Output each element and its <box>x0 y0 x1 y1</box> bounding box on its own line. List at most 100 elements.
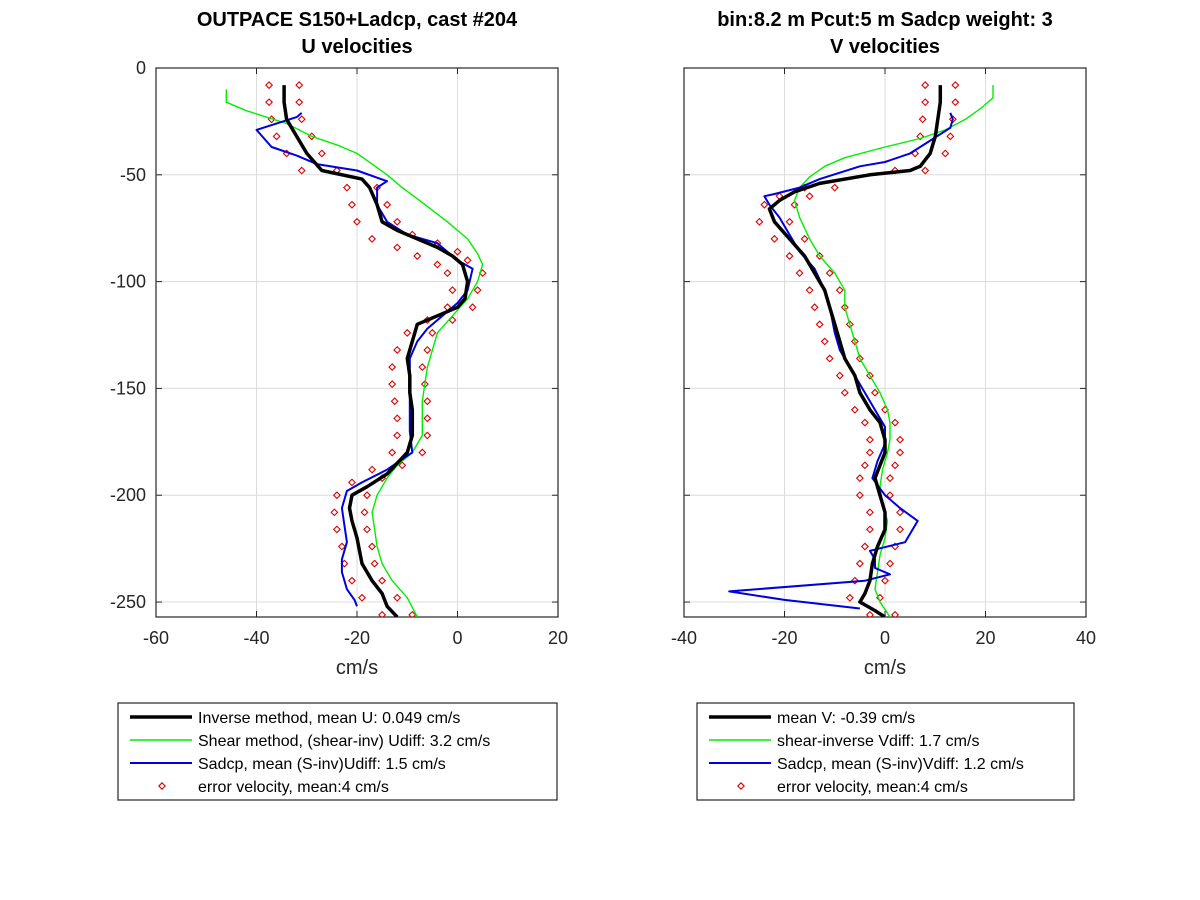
u-error-marker-low <box>342 183 351 192</box>
v-legend-box <box>696 702 1075 801</box>
v-error-marker-low <box>916 132 925 141</box>
u-error-marker-high <box>453 247 462 256</box>
v-error-marker-low <box>840 388 849 397</box>
u-ytick-label: -150 <box>110 378 146 398</box>
u-legend-sadcp-label: Sadcp, mean (S-inv)Udiff: 1.5 cm/s <box>198 756 446 773</box>
v-error-marker-low <box>855 474 864 483</box>
v-error-marker-low <box>795 269 804 278</box>
u-inverse-line <box>282 85 470 617</box>
v-xlabel: cm/s <box>864 657 906 679</box>
v-error-marker-high <box>886 559 895 568</box>
v-error-marker-high <box>865 371 874 380</box>
v-error-marker-low <box>860 542 869 551</box>
v-error-marker-low <box>865 435 874 444</box>
v-error-marker-low <box>835 371 844 380</box>
u-error-marker-low <box>413 252 422 260</box>
u-error-marker-low <box>330 508 339 517</box>
v-legend-sadcp-label: Sadcp, mean (S-inv)Vdiff: 1.2 cm/s <box>777 756 1024 773</box>
v-error-marker-high <box>815 252 824 260</box>
v-error-marker-high <box>891 461 900 470</box>
v-shear-line <box>793 85 994 617</box>
u-xtick-label: 20 <box>548 628 568 648</box>
v-error-marker-high <box>951 81 960 90</box>
u-shear-line <box>225 89 484 617</box>
u-error-marker-low <box>358 593 367 602</box>
u-ticks: -60 -40 -20 0 200-50-100-150-200-250 <box>110 58 568 648</box>
v-sadcp-line <box>728 112 954 610</box>
u-error-marker-high <box>423 431 432 440</box>
u-error-marker-high <box>398 461 407 470</box>
u-error-marker-high <box>378 576 387 585</box>
v-error-marker-high <box>896 525 905 534</box>
u-error-marker-low <box>368 465 377 474</box>
u-error-marker-low <box>393 431 402 440</box>
u-xtick-label: -40 <box>243 628 269 648</box>
v-legend-error-label: error velocity, mean:4 cm/s <box>777 779 968 796</box>
v-error-marker-low <box>845 593 854 602</box>
u-error-marker-high <box>393 217 402 226</box>
u-error-marker-low <box>337 542 346 551</box>
u-error-marker-high <box>418 448 427 457</box>
v-error-marker-low <box>918 115 927 124</box>
v-error-marker-low <box>865 508 874 517</box>
u-legend-error-symbol <box>158 782 166 790</box>
v-error-marker-high <box>845 320 854 329</box>
v-error-marker-low <box>850 576 859 585</box>
v-error-marker-high <box>785 217 794 226</box>
v-error-marker-low <box>921 98 930 107</box>
v-error-marker-high <box>881 576 889 585</box>
u-velocity-panel: OUTPACE S150+Ladcp, cast #204 U velociti… <box>110 9 568 801</box>
u-error-marker-low <box>347 200 356 209</box>
right-title-line-2: V velocities <box>830 36 940 58</box>
u-xtick-label: -20 <box>344 628 370 648</box>
v-xtick-label: -40 <box>671 628 697 648</box>
v-error-marker-low <box>815 320 824 329</box>
u-error-marker-high <box>463 256 472 265</box>
u-error-marker-high <box>408 610 417 617</box>
v-error-marker-high <box>891 610 900 617</box>
v-error-marker-low <box>825 354 834 363</box>
u-error-marker-low <box>443 269 452 278</box>
v-error-marker-low <box>760 200 769 209</box>
u-error-marker-high <box>393 593 402 602</box>
left-title-line-1: OUTPACE S150+Ladcp, cast #204 <box>197 9 518 31</box>
u-error-marker-high <box>423 345 432 354</box>
u-legend-shear-label: Shear method, (shear-inv) Udiff: 3.2 cm/… <box>198 733 490 750</box>
v-error-marker-high <box>896 435 905 444</box>
u-error-marker-high <box>360 508 369 517</box>
u-error-marker-low <box>265 81 274 90</box>
u-error-marker-low <box>353 217 361 226</box>
v-error-marker-high <box>805 192 814 201</box>
u-error-marker-low <box>390 397 399 406</box>
u-error-marker-low <box>403 328 412 337</box>
v-error-marker-low <box>865 610 874 617</box>
u-error-marker-high <box>368 542 377 551</box>
u-ytick-label: -100 <box>110 272 146 292</box>
u-error-marker-high <box>423 414 432 423</box>
u-error-marker-high <box>295 81 304 90</box>
v-error-marker-high <box>830 183 839 192</box>
u-error-marker-high <box>423 397 432 406</box>
v-legend-shear-label: shear-inverse Vdiff: 1.7 cm/s <box>777 733 979 750</box>
u-error-marker-low <box>433 260 442 269</box>
v-error-marker-high <box>886 474 895 483</box>
v-error-marker-low <box>785 252 794 260</box>
u-error-marker-high <box>295 98 304 107</box>
u-error-marker-low <box>393 414 402 423</box>
v-error-marker-high <box>825 269 834 278</box>
u-error-marker-high <box>418 363 427 372</box>
v-error-marker-high <box>800 234 809 243</box>
u-legend-inverse-label: Inverse method, mean U: 0.049 cm/s <box>198 710 460 727</box>
u-error-marker-high <box>428 328 437 337</box>
u-ytick-label: -250 <box>110 592 146 612</box>
v-series <box>728 81 994 617</box>
u-error-marker-low <box>332 525 341 534</box>
v-error-marker-high <box>941 149 950 158</box>
u-error-marker-low <box>388 363 397 372</box>
v-error-marker-high <box>835 286 844 295</box>
v-error-marker-high <box>896 508 905 517</box>
u-error-marker-low <box>297 166 306 175</box>
u-error-marker-high <box>383 200 392 209</box>
u-error-marker-low <box>388 448 397 457</box>
v-xtick-label: 0 <box>880 628 890 648</box>
